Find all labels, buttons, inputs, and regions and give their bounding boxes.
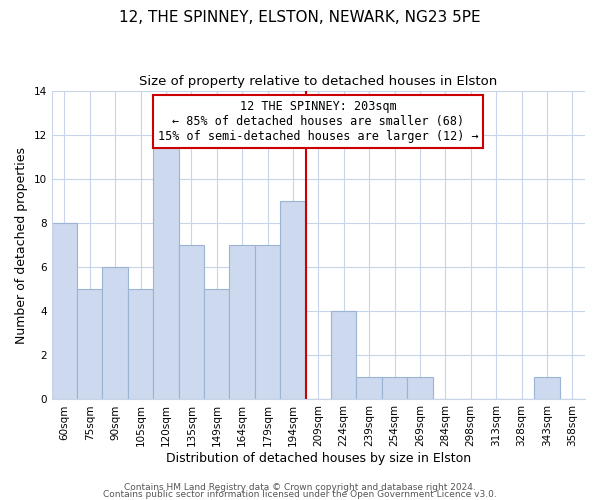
Text: 12 THE SPINNEY: 203sqm
← 85% of detached houses are smaller (68)
15% of semi-det: 12 THE SPINNEY: 203sqm ← 85% of detached…: [158, 100, 479, 143]
Bar: [331, 311, 356, 400]
Bar: [153, 134, 179, 400]
Bar: [52, 223, 77, 400]
Bar: [407, 378, 433, 400]
Bar: [534, 378, 560, 400]
Bar: [204, 289, 229, 400]
Bar: [356, 378, 382, 400]
Bar: [382, 378, 407, 400]
Bar: [77, 289, 103, 400]
Bar: [179, 245, 204, 400]
Y-axis label: Number of detached properties: Number of detached properties: [15, 146, 28, 344]
Text: 12, THE SPINNEY, ELSTON, NEWARK, NG23 5PE: 12, THE SPINNEY, ELSTON, NEWARK, NG23 5P…: [119, 10, 481, 25]
Bar: [229, 245, 255, 400]
Bar: [128, 289, 153, 400]
Title: Size of property relative to detached houses in Elston: Size of property relative to detached ho…: [139, 75, 497, 88]
Text: Contains public sector information licensed under the Open Government Licence v3: Contains public sector information licen…: [103, 490, 497, 499]
X-axis label: Distribution of detached houses by size in Elston: Distribution of detached houses by size …: [166, 452, 471, 465]
Bar: [103, 267, 128, 400]
Bar: [255, 245, 280, 400]
Bar: [280, 201, 305, 400]
Text: Contains HM Land Registry data © Crown copyright and database right 2024.: Contains HM Land Registry data © Crown c…: [124, 484, 476, 492]
